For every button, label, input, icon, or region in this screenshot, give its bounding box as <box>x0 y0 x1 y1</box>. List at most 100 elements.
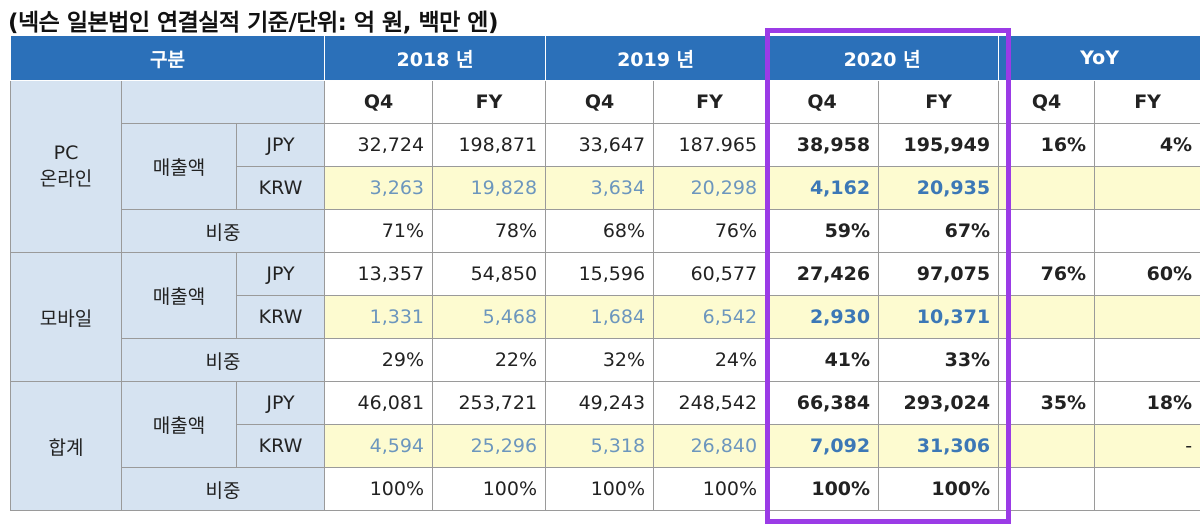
total-share-2019-fy: 100% <box>653 467 767 511</box>
subheader-row: PC 온라인 Q4 FY Q4 FY Q4 FY Q4 FY <box>10 80 1200 253</box>
currency-jpy: JPY <box>235 252 326 296</box>
table-row: 비중 71% 78% 68% 76% 59% 67% <box>11 209 1200 253</box>
table-row: 비중 29% 22% 32% 24% 41% 33% <box>11 338 1200 382</box>
table-row: KRW 4,594 25,296 5,318 26,840 7,092 31,3… <box>11 424 1200 468</box>
pc-jpy-2020-q4: 38,958 <box>765 123 880 167</box>
total-krw-2020-fy: 31,306 <box>878 424 1000 468</box>
total-krw-2019-fy: 26,840 <box>653 424 767 468</box>
subheader-q4-2018: Q4 <box>324 80 434 124</box>
total-krw-2018-fy: 25,296 <box>432 424 547 468</box>
mobile-jpy-2020-fy: 97,075 <box>878 252 1000 296</box>
mobile-share-2018-fy: 22% <box>432 338 547 382</box>
header-row: 구분 2018 년 2019 년 2020 년 YoY <box>9 35 1200 81</box>
revenue-label: 매출액 <box>121 123 237 210</box>
mobile-share-2019-q4: 32% <box>545 338 655 382</box>
mobile-share-2020-q4: 41% <box>765 338 880 382</box>
subheader-fy-yoy: FY <box>1094 80 1200 124</box>
currency-krw: KRW <box>235 166 326 210</box>
header-yoy: YoY <box>998 35 1200 81</box>
mobile-share-yoy-q4 <box>998 338 1096 382</box>
total-share-2018-q4: 100% <box>324 467 434 511</box>
mobile-jpy-2018-fy: 54,850 <box>432 252 547 296</box>
total-jpy-2019-q4: 49,243 <box>545 381 655 425</box>
pc-jpy-2019-fy: 187.965 <box>653 123 767 167</box>
share-label: 비중 <box>120 467 326 511</box>
pc-krw-2020-fy: 20,935 <box>878 166 1000 210</box>
pc-share-2020-q4: 59% <box>765 209 880 253</box>
table-row: KRW 3,263 19,828 3,634 20,298 4,162 20,9… <box>11 166 1200 210</box>
subheader-fy-2019: FY <box>653 80 767 124</box>
share-label: 비중 <box>120 209 326 253</box>
currency-jpy: JPY <box>235 381 326 425</box>
pc-krw-2019-q4: 3,634 <box>545 166 655 210</box>
total-krw-2019-q4: 5,318 <box>545 424 655 468</box>
section-total: 합계 <box>10 381 122 511</box>
mobile-jpy-2020-q4: 27,426 <box>765 252 880 296</box>
total-jpy-2019-fy: 248,542 <box>653 381 767 425</box>
mobile-krw-2019-fy: 6,542 <box>653 295 767 339</box>
mobile-share-2018-q4: 29% <box>324 338 434 382</box>
mobile-krw-2019-q4: 1,684 <box>545 295 655 339</box>
mobile-share-yoy-fy <box>1094 338 1200 382</box>
pc-krw-2020-q4: 4,162 <box>765 166 880 210</box>
total-krw-2018-q4: 4,594 <box>324 424 434 468</box>
pc-share-2019-q4: 68% <box>545 209 655 253</box>
currency-krw: KRW <box>235 295 326 339</box>
pc-share-2018-fy: 78% <box>432 209 547 253</box>
mobile-krw-2020-q4: 2,930 <box>765 295 880 339</box>
pc-krw-2018-q4: 3,263 <box>324 166 434 210</box>
section-pc-label: PC <box>53 142 79 164</box>
pc-share-yoy-fy <box>1094 209 1200 253</box>
total-share-yoy-fy <box>1094 467 1200 511</box>
currency-krw: KRW <box>235 424 326 468</box>
total-share-2018-fy: 100% <box>432 467 547 511</box>
mobile-jpy-2019-q4: 15,596 <box>545 252 655 296</box>
pc-yoy-q4: 16% <box>998 123 1096 167</box>
total-share-yoy-q4 <box>998 467 1096 511</box>
total-yoy-fy: 18% <box>1094 381 1200 425</box>
pc-krw-2018-fy: 19,828 <box>432 166 547 210</box>
mobile-krw-yoy-fy <box>1094 295 1200 339</box>
mobile-yoy-q4: 76% <box>998 252 1096 296</box>
section-pc-online: PC 온라인 <box>10 80 122 253</box>
subheader-blank <box>120 80 326 124</box>
total-jpy-2020-q4: 66,384 <box>765 381 880 425</box>
header-2018: 2018 년 <box>324 35 547 81</box>
table-row: 모바일 매출액 JPY 13,357 54,850 15,596 60,577 … <box>10 252 1200 382</box>
subheader-fy-2018: FY <box>432 80 547 124</box>
total-share-2020-fy: 100% <box>878 467 1000 511</box>
mobile-yoy-fy: 60% <box>1094 252 1200 296</box>
pc-share-yoy-q4 <box>998 209 1096 253</box>
total-share-2019-q4: 100% <box>545 467 655 511</box>
section-mobile: 모바일 <box>10 252 122 382</box>
total-share-2020-q4: 100% <box>765 467 880 511</box>
total-jpy-2018-q4: 46,081 <box>324 381 434 425</box>
pc-jpy-2020-fy: 195,949 <box>878 123 1000 167</box>
pc-krw-yoy-q4 <box>998 166 1096 210</box>
mobile-krw-yoy-q4 <box>998 295 1096 339</box>
pc-yoy-fy: 4% <box>1094 123 1200 167</box>
total-jpy-2018-fy: 253,721 <box>432 381 547 425</box>
total-krw-yoy-q4 <box>998 424 1096 468</box>
revenue-label: 매출액 <box>121 252 237 339</box>
pc-jpy-2018-fy: 198,871 <box>432 123 547 167</box>
header-2020: 2020 년 <box>765 35 1000 81</box>
table-row: 매출액 JPY 32,724 198,871 33,647 187.965 38… <box>11 123 1200 210</box>
mobile-krw-2020-fy: 10,371 <box>878 295 1000 339</box>
mobile-share-2019-fy: 24% <box>653 338 767 382</box>
pc-krw-2019-fy: 20,298 <box>653 166 767 210</box>
header-category: 구분 <box>9 35 326 81</box>
mobile-krw-2018-q4: 1,331 <box>324 295 434 339</box>
pc-share-2018-q4: 71% <box>324 209 434 253</box>
mobile-jpy-2019-fy: 60,577 <box>653 252 767 296</box>
header-2019: 2019 년 <box>545 35 767 81</box>
table-row: 비중 100% 100% 100% 100% 100% 100% <box>11 467 1200 511</box>
total-yoy-q4: 35% <box>998 381 1096 425</box>
pc-jpy-2018-q4: 32,724 <box>324 123 434 167</box>
pc-jpy-2019-q4: 33,647 <box>545 123 655 167</box>
mobile-krw-2018-fy: 5,468 <box>432 295 547 339</box>
total-jpy-2020-fy: 293,024 <box>878 381 1000 425</box>
subheader-q4-2020: Q4 <box>765 80 880 124</box>
revenue-label: 매출액 <box>121 381 237 468</box>
table-caption: (넥슨 일본법인 연결실적 기준/단위: 억 원, 백만 엔) <box>8 10 498 36</box>
